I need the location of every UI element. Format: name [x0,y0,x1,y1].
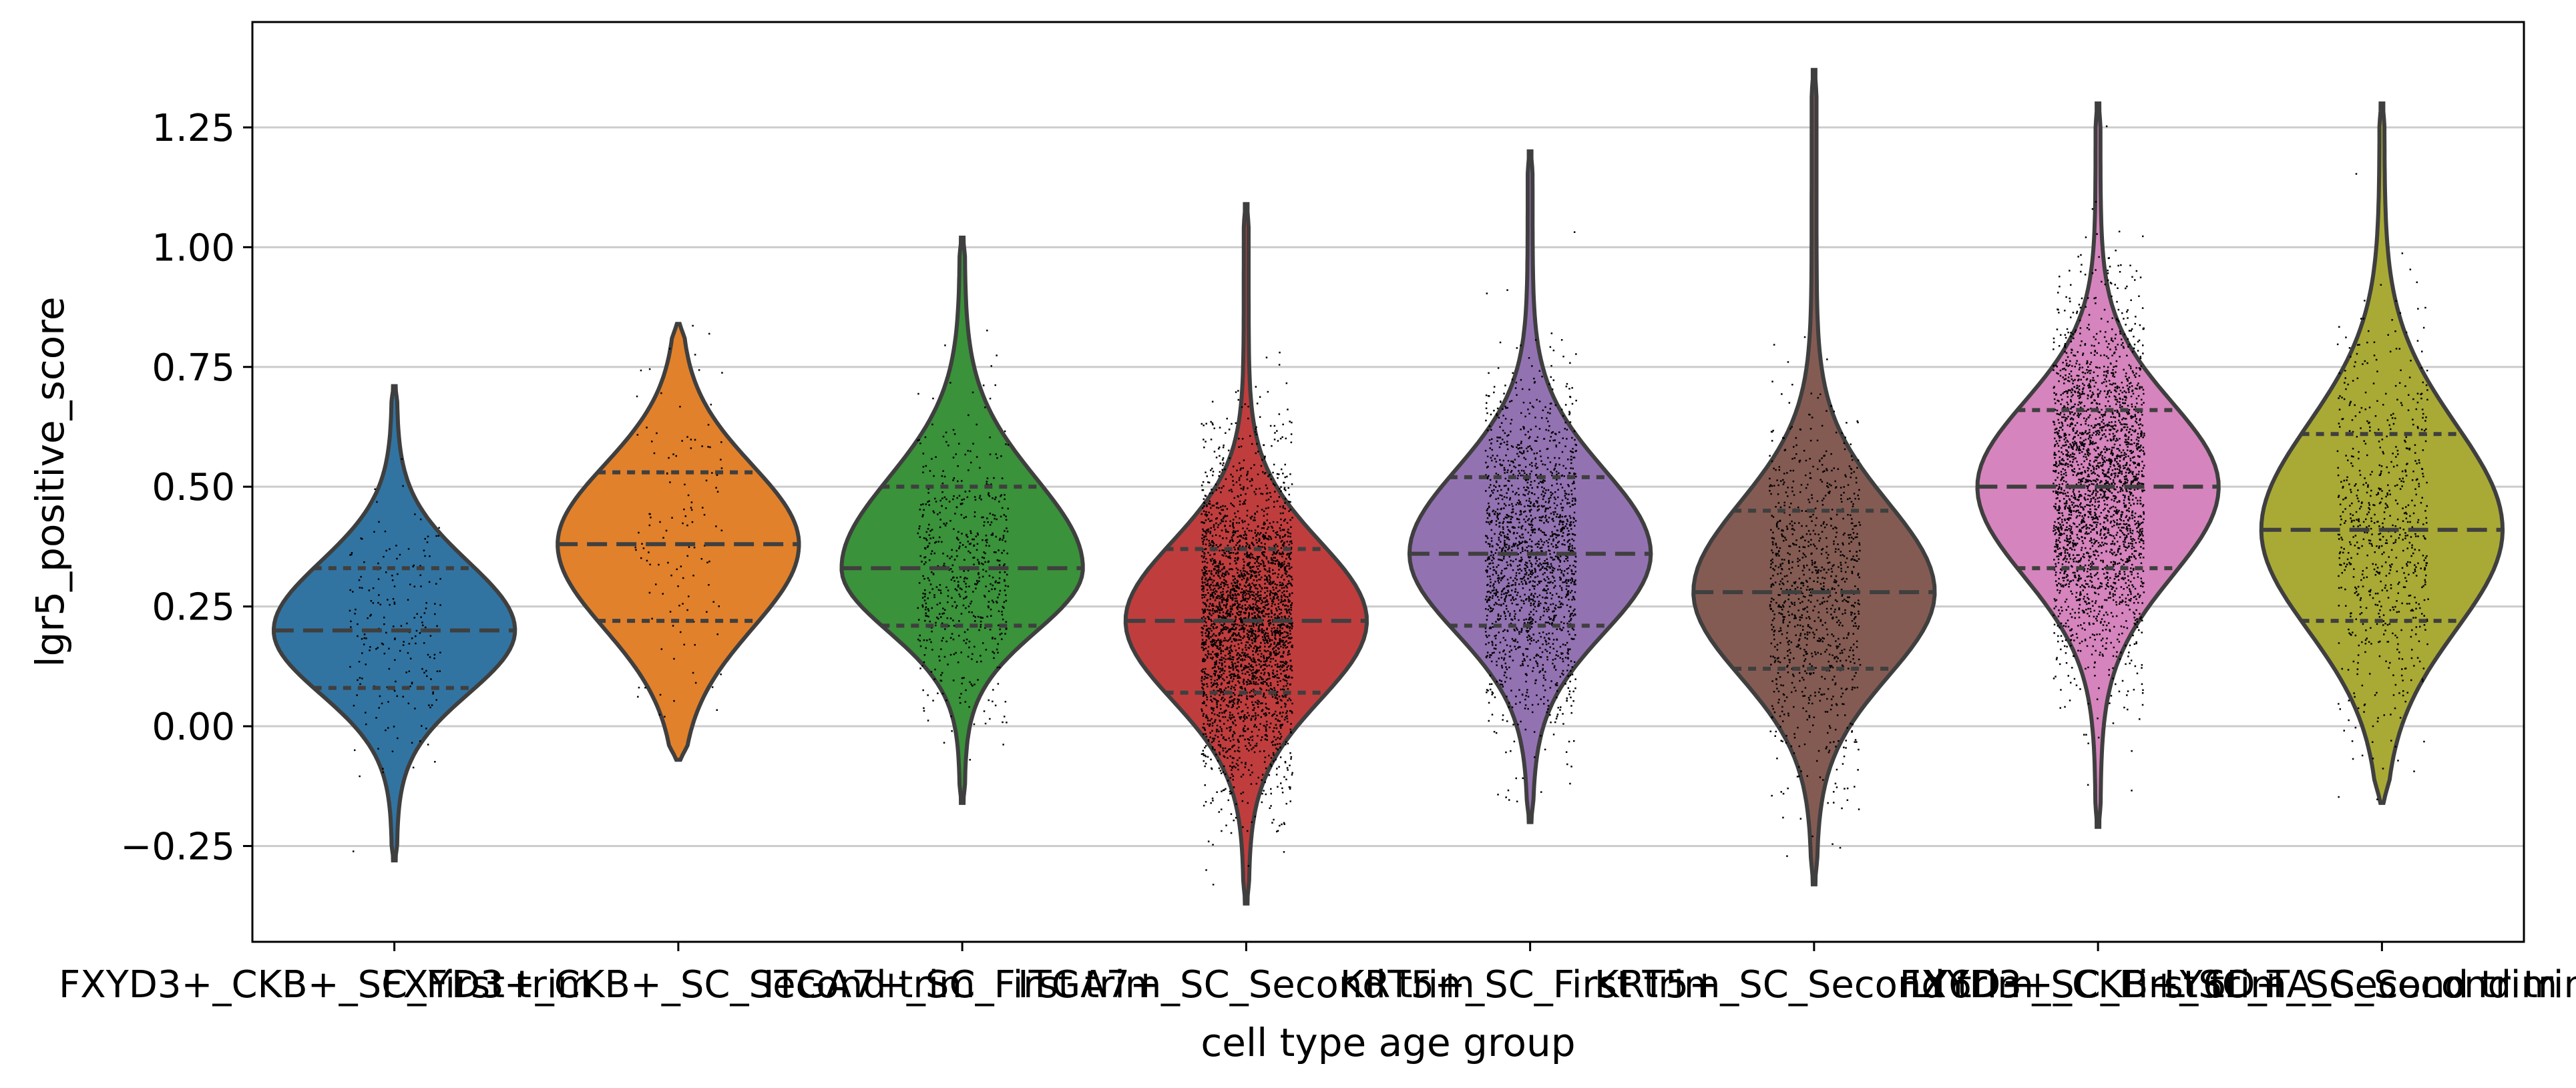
violin-0 [271,384,517,862]
violin-2 [839,236,1085,805]
x-tick-label: LY6D+_SC_Second trim [2164,963,2576,1007]
jitter-points-2 [917,329,1010,761]
data-points [349,125,2429,886]
x-tick-label: KRT5+_SC_Second trim [1594,963,2034,1007]
y-tick-label: 1.25 [152,107,235,150]
plot-area-frame [251,21,2525,943]
y-axis-label: lgr5_positive_score [27,296,73,667]
x-axis-label: cell type age group [1201,1020,1575,1065]
x-tick-label: FXYD3+_CKB+_SC_TA_Second trim [1900,963,2557,1007]
violin-5 [1691,67,1937,886]
jitter-points-5 [1769,336,1862,857]
y-tick-label: 0.50 [152,466,235,509]
jitter-points-3 [1201,351,1293,886]
violin-7 [2259,101,2505,805]
y-tick-label: 0.00 [152,706,235,749]
jitter-points-4 [1484,231,1578,802]
y-tick-label: 0.75 [152,346,235,390]
y-tick-label: 0.25 [152,586,235,629]
x-axis-ticks: FXYD3+_CKB+_SC_First trimFXYD3+_CKB+_SC_… [59,942,2576,1007]
x-tick-label: ITGA7+_SC_Second trim [1018,963,1475,1007]
y-tick-label: −0.25 [120,825,235,868]
x-tick-label: FXYD3+_CKB+_SC_First trim [59,963,594,1007]
violin-4 [1407,149,1653,824]
x-tick-label: KRT5+_SC_First trim [1340,963,1721,1007]
quartile-lines [273,408,2503,695]
y-tick-label: 1.00 [152,226,235,270]
x-tick-label: FXYD3+_CKB+_SC_Second trim [381,963,975,1007]
x-tick-label: ITGA7+_SC_First trim [763,963,1161,1007]
y-axis-ticks: −0.25 0.00 0.25 0.50 0.75 1.00 1.25 [120,107,252,868]
x-tick-label: LY6D+_SC_First trim [1910,963,2287,1007]
violin-1 [556,322,801,762]
